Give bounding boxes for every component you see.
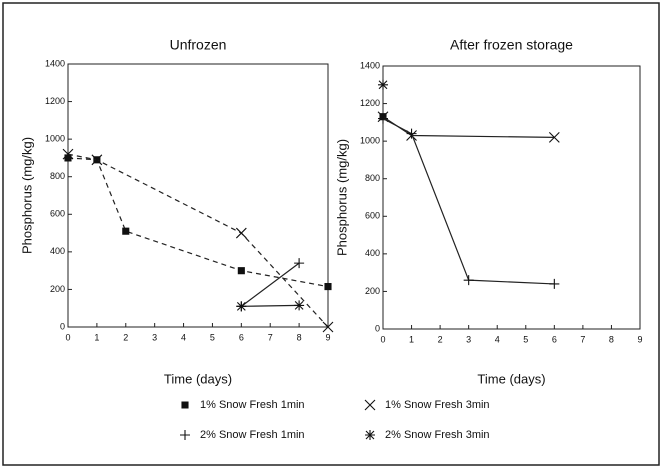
x-tick-label: 7	[268, 332, 273, 342]
series-line: 2% Snow Fresh 3min	[241, 304, 300, 307]
x-tick-label: 0	[65, 332, 70, 342]
y-tick-label: 1000	[45, 134, 65, 144]
marker	[406, 128, 417, 139]
x-tick-label: 4	[181, 332, 186, 342]
y-tick-label: 1200	[45, 96, 65, 106]
marker	[236, 301, 247, 312]
series-line: 1% Snow Fresh 3min	[382, 116, 555, 138]
y-tick-label: 1400	[360, 60, 380, 70]
y-tick-label: 1000	[360, 136, 380, 146]
marker	[324, 283, 332, 291]
y-tick-label: 400	[50, 246, 65, 256]
frame	[2, 2, 660, 466]
chart-title: After frozen storage	[450, 37, 573, 53]
chart-title: Unfrozen	[170, 37, 227, 53]
plot-area	[67, 63, 329, 328]
marker	[378, 79, 388, 90]
y-tick-label: 1200	[360, 98, 380, 108]
y-tick-label: 200	[365, 286, 380, 296]
series-line: 1% Snow Fresh 1min	[67, 157, 329, 288]
marker	[237, 267, 245, 275]
legend-label: 2% Snow Fresh 1min	[200, 429, 305, 441]
x-tick-label: 9	[325, 332, 330, 342]
x-tick-label: 8	[297, 332, 302, 342]
marker	[91, 154, 103, 166]
y-tick-label: 600	[50, 209, 65, 219]
x-tick-label: 2	[123, 332, 128, 342]
y-axis-label: Phosphorus (mg/kg)	[334, 139, 349, 256]
x-tick-label: 2	[438, 334, 443, 344]
y-tick-label: 1400	[45, 58, 65, 68]
x-tick-label: 1	[94, 332, 99, 342]
series-line: 2% Snow Fresh 1min	[382, 118, 555, 285]
x-tick-label: 0	[380, 334, 385, 344]
series-line: 1% Snow Fresh 3min	[67, 153, 329, 328]
x-tick-label: 3	[152, 332, 157, 342]
x-tick-label: 7	[580, 334, 585, 344]
legend-label: 1% Snow Fresh 3min	[385, 399, 490, 411]
legend-marker	[364, 399, 376, 411]
marker	[294, 258, 305, 269]
y-axis-label: Phosphorus (mg/kg)	[19, 137, 34, 254]
y-tick-label: 0	[375, 323, 380, 333]
legend-marker	[181, 401, 189, 409]
y-tick-label: 800	[365, 173, 380, 183]
x-tick-label: 5	[210, 332, 215, 342]
x-axis-label: Time (days)	[164, 371, 232, 386]
x-tick-label: 1	[409, 334, 414, 344]
marker	[322, 321, 334, 333]
x-tick-label: 6	[239, 332, 244, 342]
x-tick-label: 6	[552, 334, 557, 344]
y-tick-label: 400	[365, 248, 380, 258]
y-tick-label: 800	[50, 171, 65, 181]
marker	[122, 227, 130, 235]
x-tick-label: 8	[609, 334, 614, 344]
marker	[548, 131, 560, 143]
x-tick-label: 5	[523, 334, 528, 344]
x-tick-label: 4	[495, 334, 500, 344]
marker	[62, 148, 74, 160]
y-tick-label: 200	[50, 284, 65, 294]
x-tick-label: 9	[637, 334, 642, 344]
y-tick-label: 0	[60, 321, 65, 331]
marker	[463, 275, 474, 286]
legend-marker	[180, 430, 190, 440]
legend-label: 1% Snow Fresh 1min	[200, 399, 305, 411]
legend-marker	[365, 430, 375, 440]
legend-label: 2% Snow Fresh 3min	[385, 429, 490, 441]
marker	[549, 278, 560, 289]
x-axis-label: Time (days)	[477, 371, 545, 386]
marker	[294, 300, 305, 311]
marker	[378, 113, 388, 124]
x-tick-label: 3	[466, 334, 471, 344]
y-tick-label: 600	[365, 211, 380, 221]
series-line: 2% Snow Fresh 1min	[240, 262, 300, 307]
plot-area	[382, 65, 641, 330]
marker	[235, 227, 247, 239]
